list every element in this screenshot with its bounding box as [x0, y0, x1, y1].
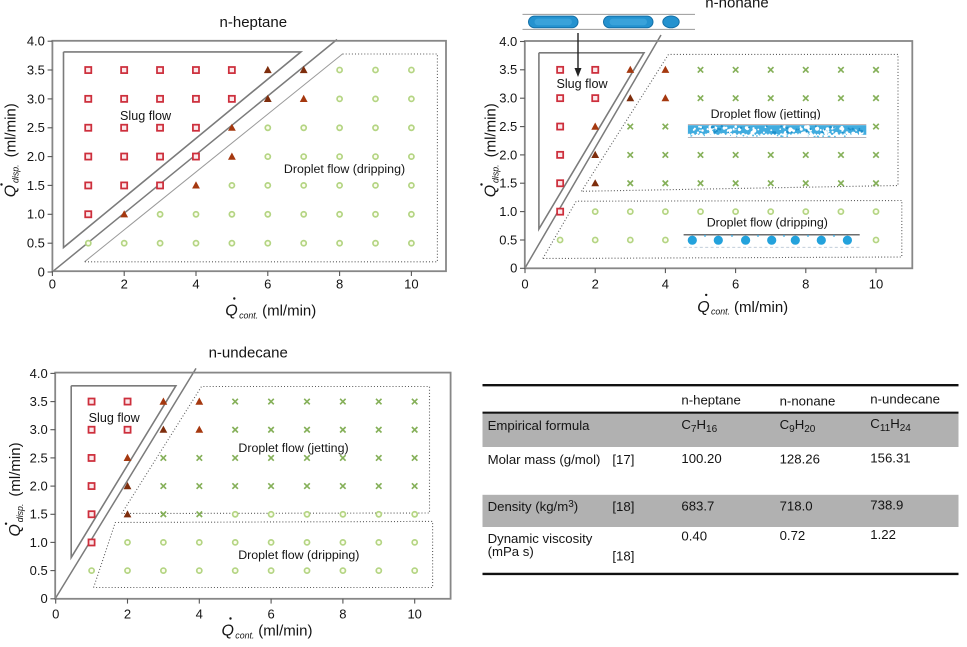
svg-text:3.5: 3.5: [499, 62, 517, 77]
svg-text:n-undecane: n-undecane: [209, 344, 288, 361]
svg-text:0.5: 0.5: [30, 563, 48, 578]
svg-text:1.5: 1.5: [499, 176, 517, 191]
svg-text:n-heptane: n-heptane: [681, 393, 740, 408]
svg-text:(ml/min): (ml/min): [3, 103, 20, 157]
svg-text:4: 4: [192, 277, 199, 292]
svg-text:cont.: cont.: [239, 310, 258, 320]
svg-text:Droplet flow (dripping): Droplet flow (dripping): [238, 548, 359, 562]
svg-text:[17]: [17]: [612, 452, 634, 467]
svg-text:6: 6: [732, 277, 739, 292]
svg-text:1.5: 1.5: [30, 507, 48, 522]
svg-text:0: 0: [510, 261, 517, 276]
svg-text:[18]: [18]: [612, 548, 634, 563]
svg-text:0.40: 0.40: [681, 528, 707, 543]
svg-text:Q: Q: [3, 185, 20, 197]
svg-text:Molar mass (g/mol): Molar mass (g/mol): [488, 452, 601, 467]
svg-text:8: 8: [802, 277, 809, 292]
svg-text:2: 2: [124, 607, 131, 622]
svg-text:1.0: 1.0: [499, 204, 517, 219]
svg-text:Q: Q: [7, 524, 24, 536]
svg-text:2.5: 2.5: [499, 119, 517, 134]
svg-text:0: 0: [521, 277, 528, 292]
svg-text:disp.: disp.: [10, 164, 20, 183]
svg-text:156.31: 156.31: [870, 451, 910, 466]
svg-text:4.0: 4.0: [27, 34, 45, 49]
svg-text:100.20: 100.20: [681, 451, 721, 466]
svg-text:738.9: 738.9: [870, 498, 903, 513]
svg-text:Droplet flow (jetting): Droplet flow (jetting): [238, 441, 348, 455]
svg-text:cont.: cont.: [235, 630, 254, 640]
svg-text:6: 6: [267, 607, 274, 622]
svg-text:(ml/min): (ml/min): [262, 303, 316, 320]
svg-text:2.0: 2.0: [499, 147, 517, 162]
svg-text:1.5: 1.5: [27, 178, 45, 193]
svg-text:1.0: 1.0: [27, 207, 45, 222]
svg-text:3.0: 3.0: [499, 91, 517, 106]
svg-text:3.5: 3.5: [27, 62, 45, 77]
svg-text:10: 10: [407, 607, 421, 622]
svg-text:disp.: disp.: [15, 504, 25, 523]
svg-text:Q: Q: [222, 623, 234, 640]
svg-text:Droplet flow (dripping): Droplet flow (dripping): [284, 162, 405, 176]
svg-text:(ml/min): (ml/min): [734, 299, 788, 316]
svg-text:8: 8: [339, 607, 346, 622]
svg-text:718.0: 718.0: [780, 499, 813, 514]
svg-text:Slug flow: Slug flow: [556, 77, 608, 91]
svg-text:1.22: 1.22: [870, 527, 896, 542]
svg-text:Density (kg/m3): Density (kg/m3): [488, 499, 579, 514]
svg-text:(mPa s): (mPa s): [488, 544, 534, 559]
svg-text:0.5: 0.5: [499, 232, 517, 247]
svg-text:4.0: 4.0: [499, 34, 517, 49]
svg-text:2.0: 2.0: [30, 479, 48, 494]
svg-text:2.0: 2.0: [27, 149, 45, 164]
svg-text:0.5: 0.5: [27, 236, 45, 251]
svg-text:3.0: 3.0: [27, 91, 45, 106]
svg-text:disp.: disp.: [490, 164, 500, 183]
svg-text:10: 10: [404, 277, 418, 292]
svg-text:(ml/min): (ml/min): [258, 623, 312, 640]
svg-text:10: 10: [869, 277, 883, 292]
svg-text:Q: Q: [225, 303, 237, 320]
svg-text:Slug flow: Slug flow: [89, 411, 141, 425]
svg-text:3.5: 3.5: [30, 394, 48, 409]
svg-text:3.0: 3.0: [30, 422, 48, 437]
svg-text:2: 2: [121, 277, 128, 292]
svg-text:Droplet flow (jetting): Droplet flow (jetting): [711, 107, 821, 121]
svg-text:(ml/min): (ml/min): [483, 103, 500, 157]
svg-text:n-undecane: n-undecane: [870, 392, 940, 407]
svg-text:n-nonane: n-nonane: [705, 0, 768, 12]
svg-text:128.26: 128.26: [780, 452, 820, 467]
svg-text:0: 0: [52, 607, 59, 622]
svg-text:n-heptane: n-heptane: [220, 14, 288, 31]
svg-text:0: 0: [38, 264, 45, 279]
svg-text:Q: Q: [697, 299, 709, 316]
svg-text:683.7: 683.7: [681, 499, 714, 514]
svg-text:n-nonane: n-nonane: [780, 394, 836, 409]
svg-text:Dynamic viscosity: Dynamic viscosity: [488, 531, 593, 546]
svg-text:6: 6: [264, 277, 271, 292]
svg-text:0: 0: [49, 277, 56, 292]
svg-text:0.72: 0.72: [780, 528, 806, 543]
svg-text:4.0: 4.0: [30, 366, 48, 381]
svg-text:(ml/min): (ml/min): [7, 442, 24, 496]
svg-text:Q: Q: [483, 185, 500, 197]
svg-text:8: 8: [336, 277, 343, 292]
svg-text:Empirical formula: Empirical formula: [488, 418, 591, 433]
svg-text:2: 2: [592, 277, 599, 292]
svg-text:cont.: cont.: [711, 307, 730, 317]
svg-text:Slug flow: Slug flow: [120, 109, 172, 123]
svg-text:[18]: [18]: [612, 499, 634, 514]
svg-text:4: 4: [196, 607, 203, 622]
svg-text:0: 0: [40, 591, 47, 606]
svg-text:2.5: 2.5: [30, 450, 48, 465]
svg-text:4: 4: [662, 277, 669, 292]
svg-text:2.5: 2.5: [27, 120, 45, 135]
svg-text:1.0: 1.0: [30, 535, 48, 550]
svg-text:Droplet flow (dripping): Droplet flow (dripping): [707, 216, 828, 230]
